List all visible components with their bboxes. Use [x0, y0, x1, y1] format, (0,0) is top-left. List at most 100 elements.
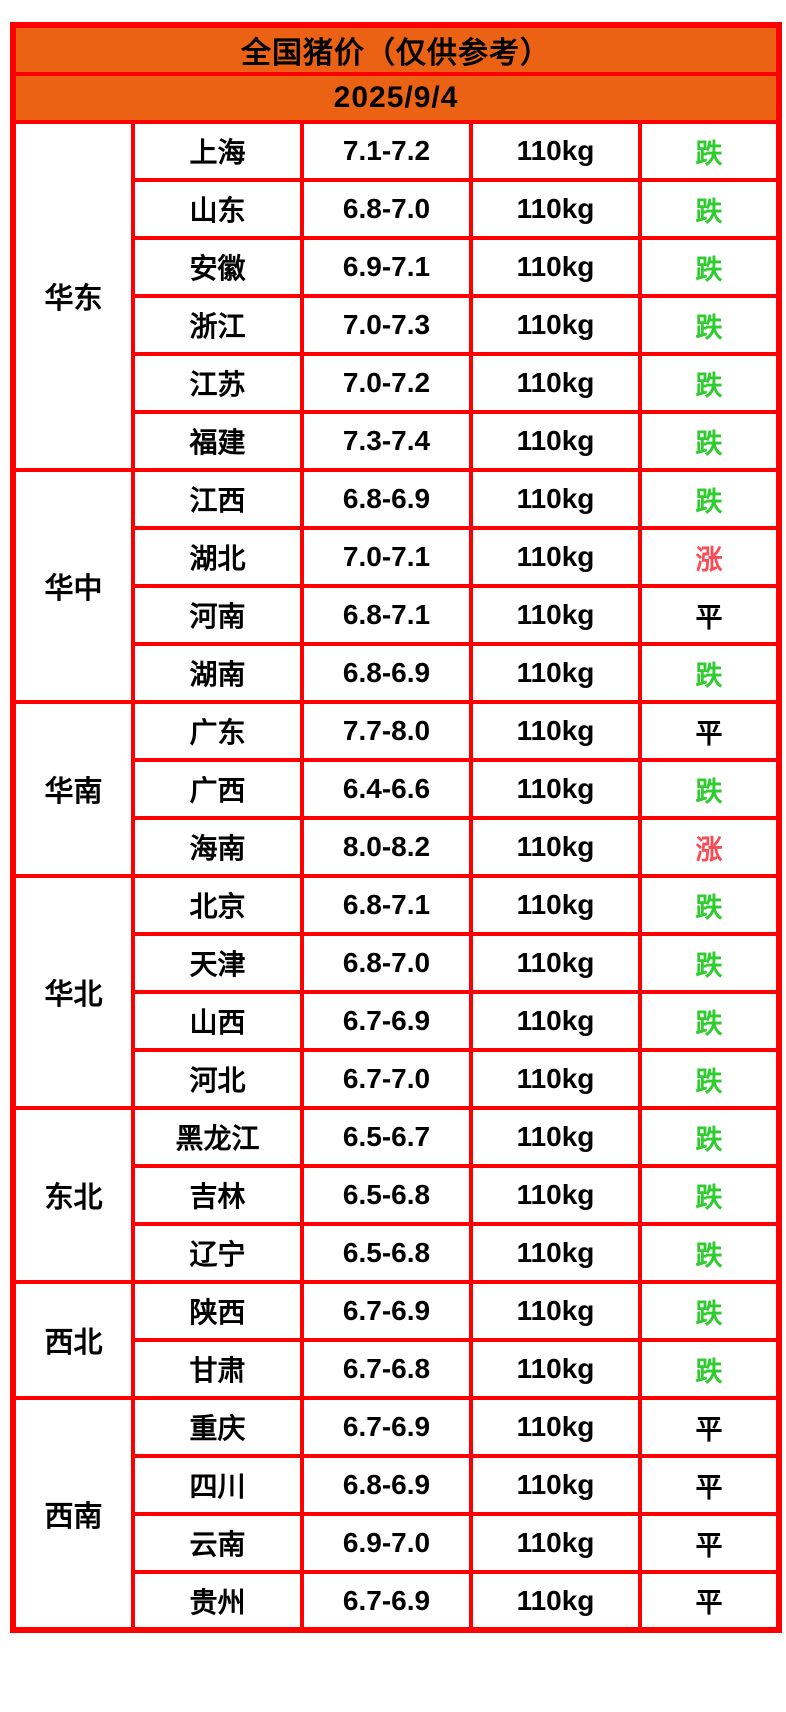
price-cell: 6.7-6.9: [300, 1570, 473, 1632]
weight-cell: 110kg: [469, 874, 642, 936]
province-cell: 吉林: [131, 1164, 304, 1226]
trend-cell: 跌: [637, 932, 782, 994]
price-cell: 6.8-6.9: [300, 1454, 473, 1516]
price-row: 海南 8.0-8.2 110kg 涨: [13, 816, 782, 878]
weight-cell: 110kg: [469, 468, 642, 530]
price-cell: 6.4-6.6: [300, 758, 473, 820]
table-title: 全国猪价（仅供参考）: [10, 23, 782, 76]
weight-cell: 110kg: [469, 990, 642, 1052]
price-row: 安徽 6.9-7.1 110kg 跌: [13, 236, 782, 298]
weight-cell: 110kg: [469, 1222, 642, 1284]
trend-cell: 跌: [637, 1164, 782, 1226]
price-cell: 6.7-6.9: [300, 990, 473, 1052]
province-cell: 四川: [131, 1454, 304, 1516]
price-row: 东北 黑龙江 6.5-6.7 110kg 跌: [11, 1106, 782, 1284]
price-row: 河北 6.7-7.0 110kg 跌: [13, 1048, 782, 1110]
region-cell: 华东: [11, 120, 135, 472]
trend-cell: 平: [637, 584, 782, 646]
price-row: 华东 上海 7.1-7.2 110kg 跌: [11, 120, 782, 472]
province-cell: 云南: [131, 1512, 304, 1574]
price-row: 甘肃 6.7-6.8 110kg 跌: [13, 1338, 782, 1400]
province-cell: 江西: [131, 468, 304, 530]
province-cell: 海南: [131, 816, 304, 878]
region-cell: 华北: [11, 874, 135, 1110]
province-cell: 天津: [131, 932, 304, 994]
price-cell: 6.5-6.8: [300, 1222, 473, 1284]
pig-price-table: 全国猪价（仅供参考） 2025/9/4 华东 上海 7.1-7.2 110kg 跌山东 6…: [10, 22, 783, 1633]
trend-cell: 跌: [637, 990, 782, 1052]
weight-cell: 110kg: [469, 178, 642, 240]
price-row: 华中 江西 6.8-6.9 110kg 跌: [11, 468, 782, 704]
price-row: 江苏 7.0-7.2 110kg 跌: [13, 352, 782, 414]
province-cell: 黑龙江: [131, 1106, 304, 1168]
price-cell: 6.8-6.9: [300, 642, 473, 704]
trend-cell: 跌: [637, 410, 782, 472]
price-row: 湖北 7.0-7.1 110kg 涨: [13, 526, 782, 588]
trend-cell: 平: [637, 1396, 782, 1458]
trend-cell: 跌: [637, 1048, 782, 1110]
trend-cell: 跌: [637, 352, 782, 414]
province-cell: 湖北: [131, 526, 304, 588]
weight-cell: 110kg: [469, 1048, 642, 1110]
price-cell: 6.7-6.9: [300, 1280, 473, 1342]
region-cell: 东北: [11, 1106, 135, 1284]
price-cell: 7.0-7.1: [300, 526, 473, 588]
price-cell: 6.7-6.8: [300, 1338, 473, 1400]
price-row: 云南 6.9-7.0 110kg 平: [13, 1512, 782, 1574]
province-cell: 北京: [131, 874, 304, 936]
price-row: 福建 7.3-7.4 110kg 跌: [13, 410, 782, 472]
province-cell: 甘肃: [131, 1338, 304, 1400]
price-cell: 6.5-6.7: [300, 1106, 473, 1168]
price-row: 浙江 7.0-7.3 110kg 跌: [13, 294, 782, 356]
price-row: 贵州 6.7-6.9 110kg 平: [13, 1570, 782, 1632]
price-row: 山西 6.7-6.9 110kg 跌: [13, 990, 782, 1052]
trend-cell: 跌: [637, 758, 782, 820]
price-cell: 7.0-7.3: [300, 294, 473, 356]
trend-cell: 跌: [637, 120, 782, 182]
title-row: 全国猪价（仅供参考）: [10, 23, 782, 76]
trend-cell: 平: [637, 700, 782, 762]
weight-cell: 110kg: [469, 1106, 642, 1168]
date-row: 2025/9/4: [10, 72, 782, 124]
price-cell: 6.8-6.9: [300, 468, 473, 530]
price-cell: 7.7-8.0: [300, 700, 473, 762]
province-cell: 福建: [131, 410, 304, 472]
province-cell: 广东: [131, 700, 304, 762]
price-cell: 6.8-7.0: [300, 178, 473, 240]
price-row: 河南 6.8-7.1 110kg 平: [13, 584, 782, 646]
trend-cell: 平: [637, 1512, 782, 1574]
weight-cell: 110kg: [469, 352, 642, 414]
trend-cell: 涨: [637, 816, 782, 878]
province-cell: 安徽: [131, 236, 304, 298]
price-row: 华北 北京 6.8-7.1 110kg 跌: [11, 874, 782, 1110]
weight-cell: 110kg: [469, 758, 642, 820]
province-cell: 陕西: [131, 1280, 304, 1342]
trend-cell: 跌: [637, 294, 782, 356]
weight-cell: 110kg: [469, 1454, 642, 1516]
price-row: 山东 6.8-7.0 110kg 跌: [13, 178, 782, 240]
trend-cell: 跌: [637, 1280, 782, 1342]
trend-cell: 跌: [637, 642, 782, 704]
weight-cell: 110kg: [469, 1512, 642, 1574]
table-body: 全国猪价（仅供参考） 2025/9/4 华东 上海 7.1-7.2 110kg 跌山东 6…: [10, 23, 782, 1632]
weight-cell: 110kg: [469, 236, 642, 298]
trend-cell: 跌: [637, 1222, 782, 1284]
trend-cell: 平: [637, 1454, 782, 1516]
price-cell: 6.7-6.9: [300, 1396, 473, 1458]
province-cell: 山西: [131, 990, 304, 1052]
trend-cell: 跌: [637, 468, 782, 530]
weight-cell: 110kg: [469, 816, 642, 878]
price-row: 吉林 6.5-6.8 110kg 跌: [13, 1164, 782, 1226]
price-row: 西南 重庆 6.7-6.9 110kg 平: [11, 1396, 782, 1632]
price-cell: 6.8-7.0: [300, 932, 473, 994]
weight-cell: 110kg: [469, 1280, 642, 1342]
trend-cell: 涨: [637, 526, 782, 588]
price-cell: 6.8-7.1: [300, 874, 473, 936]
price-cell: 6.7-7.0: [300, 1048, 473, 1110]
trend-cell: 跌: [637, 1338, 782, 1400]
weight-cell: 110kg: [469, 584, 642, 646]
province-cell: 山东: [131, 178, 304, 240]
price-cell: 7.1-7.2: [300, 120, 473, 182]
province-cell: 河南: [131, 584, 304, 646]
price-row: 西北 陕西 6.7-6.9 110kg 跌: [11, 1280, 782, 1400]
